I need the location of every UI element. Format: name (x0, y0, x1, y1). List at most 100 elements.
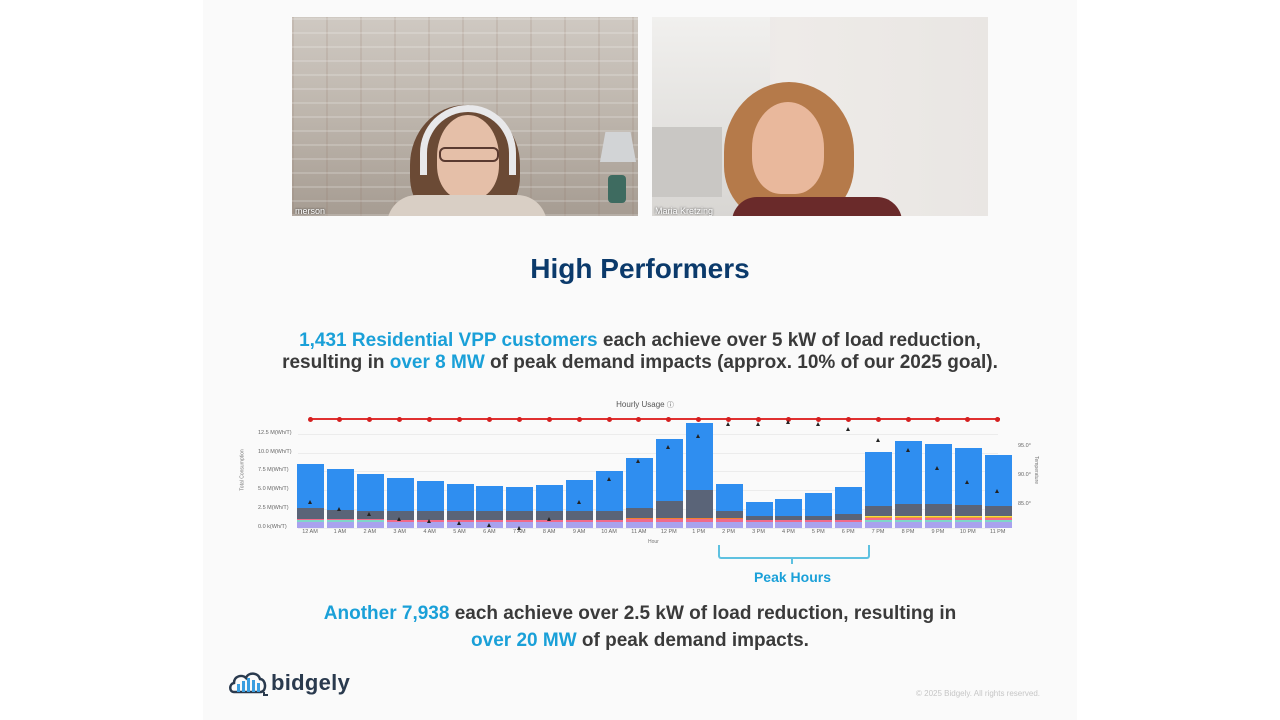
temperature-marker-icon[interactable] (307, 500, 312, 505)
bar-segment (386, 522, 414, 528)
bar-segment (326, 518, 354, 521)
temperature-threshold-point[interactable] (995, 416, 1001, 422)
bar-segment (954, 520, 982, 523)
temperature-threshold-point[interactable] (486, 416, 492, 422)
temperature-threshold-point[interactable] (935, 416, 941, 422)
bar-segment (655, 500, 683, 518)
temperature-marker-icon[interactable] (576, 500, 581, 505)
temperature-threshold-point[interactable] (427, 416, 433, 422)
usage-bar[interactable] (745, 502, 773, 528)
temperature-marker-icon[interactable] (696, 433, 701, 438)
usage-bar[interactable] (685, 423, 713, 528)
usage-bar[interactable] (326, 469, 354, 528)
temperature-marker-icon[interactable] (875, 438, 880, 443)
temperature-marker-icon[interactable] (815, 422, 820, 427)
usage-bar[interactable] (715, 484, 743, 528)
usage-bar[interactable] (625, 457, 653, 528)
temperature-threshold-point[interactable] (666, 416, 672, 422)
x-tick-label: 1 PM (692, 529, 706, 535)
usage-bar[interactable] (536, 485, 564, 528)
usage-bar[interactable] (386, 478, 414, 528)
temperature-threshold-point[interactable] (457, 416, 462, 422)
x-tick-label: 4 AM (423, 529, 436, 535)
info-icon[interactable]: ⓘ (666, 402, 674, 409)
temperature-marker-icon[interactable] (367, 511, 372, 516)
temperature-threshold-point[interactable] (905, 416, 911, 422)
temperature-threshold-point[interactable] (845, 416, 851, 422)
temperature-marker-icon[interactable] (337, 507, 342, 512)
y-tick-label: 2.5 M(Wh/T) (258, 505, 289, 512)
bar-segment (924, 517, 952, 519)
temperature-marker-icon[interactable] (935, 465, 940, 470)
bar-segment (895, 520, 922, 523)
temperature-marker-icon[interactable] (516, 525, 521, 530)
usage-bar[interactable] (775, 499, 803, 528)
temperature-marker-icon[interactable] (546, 516, 551, 521)
temperature-threshold-point[interactable] (367, 416, 373, 422)
bar-segment (775, 520, 803, 523)
temperature-threshold-point[interactable] (756, 416, 761, 422)
temperature-marker-icon[interactable] (636, 459, 641, 463)
temperature-marker-icon[interactable] (726, 422, 731, 427)
bar-segment (416, 511, 444, 521)
temperature-marker-icon[interactable] (756, 422, 760, 427)
usage-bar[interactable] (984, 454, 1012, 528)
usage-bar[interactable] (506, 486, 534, 528)
temperature-threshold-point[interactable] (576, 416, 582, 422)
temperature-threshold-point[interactable] (696, 416, 702, 422)
usage-bar[interactable] (446, 483, 474, 528)
logo-text: bidgely (271, 670, 351, 695)
temperature-threshold-point[interactable] (636, 416, 642, 422)
temperature-threshold-point[interactable] (546, 416, 552, 422)
usage-bar[interactable] (356, 474, 384, 528)
x-tick-label: 10 AM (601, 529, 617, 535)
temperature-threshold-point[interactable] (875, 416, 881, 422)
bar-segment (297, 522, 324, 528)
bar-segment (326, 469, 354, 510)
bar-segment (984, 517, 1012, 519)
temperature-marker-icon[interactable] (397, 516, 402, 521)
x-tick-label: 2 PM (722, 529, 736, 535)
usage-bar[interactable] (835, 487, 863, 528)
temperature-threshold-point[interactable] (815, 416, 821, 422)
temperature-marker-icon[interactable] (965, 479, 970, 484)
video-tile-participant-2[interactable]: Maria Kretzing (652, 17, 988, 216)
x-tick-label: 9 PM (931, 529, 945, 535)
video-tile-participant-1[interactable]: merson (292, 17, 638, 216)
bar-segment (924, 503, 952, 516)
usage-bar[interactable] (895, 440, 922, 528)
participant-name-label: merson (295, 206, 326, 216)
x-tick-label: 8 AM (542, 529, 556, 535)
temperature-threshold-point[interactable] (307, 416, 313, 422)
bar-segment (895, 517, 922, 519)
temperature-threshold-point[interactable] (516, 416, 522, 422)
temperature-marker-icon[interactable] (845, 426, 850, 431)
usage-bar[interactable] (476, 485, 504, 528)
usage-bar[interactable] (954, 448, 982, 528)
usage-bar[interactable] (865, 451, 893, 528)
gridline (298, 433, 998, 435)
temperature-marker-icon[interactable] (486, 523, 491, 528)
temperature-marker-icon[interactable] (606, 477, 611, 482)
usage-bar[interactable] (297, 463, 324, 528)
usage-bar[interactable] (655, 438, 683, 528)
temperature-threshold-point[interactable] (726, 416, 732, 422)
temperature-marker-icon[interactable] (995, 488, 1000, 493)
bar-segment (685, 517, 713, 519)
bar-segment (954, 504, 982, 517)
temperature-threshold-point[interactable] (397, 416, 403, 422)
temperature-threshold-point[interactable] (337, 416, 343, 422)
bar-segment (895, 515, 922, 518)
temperature-marker-icon[interactable] (785, 419, 790, 424)
bar-segment (954, 517, 982, 519)
temperature-threshold-point[interactable] (785, 416, 791, 422)
temperature-marker-icon[interactable] (666, 445, 671, 450)
temperature-threshold-point[interactable] (606, 416, 612, 422)
usage-bar[interactable] (924, 444, 952, 528)
usage-bar[interactable] (805, 493, 833, 528)
temperature-marker-icon[interactable] (427, 518, 432, 523)
temperature-threshold-point[interactable] (965, 416, 971, 422)
temperature-marker-icon[interactable] (457, 521, 461, 526)
usage-bar[interactable] (566, 479, 594, 528)
temperature-marker-icon[interactable] (905, 447, 910, 452)
